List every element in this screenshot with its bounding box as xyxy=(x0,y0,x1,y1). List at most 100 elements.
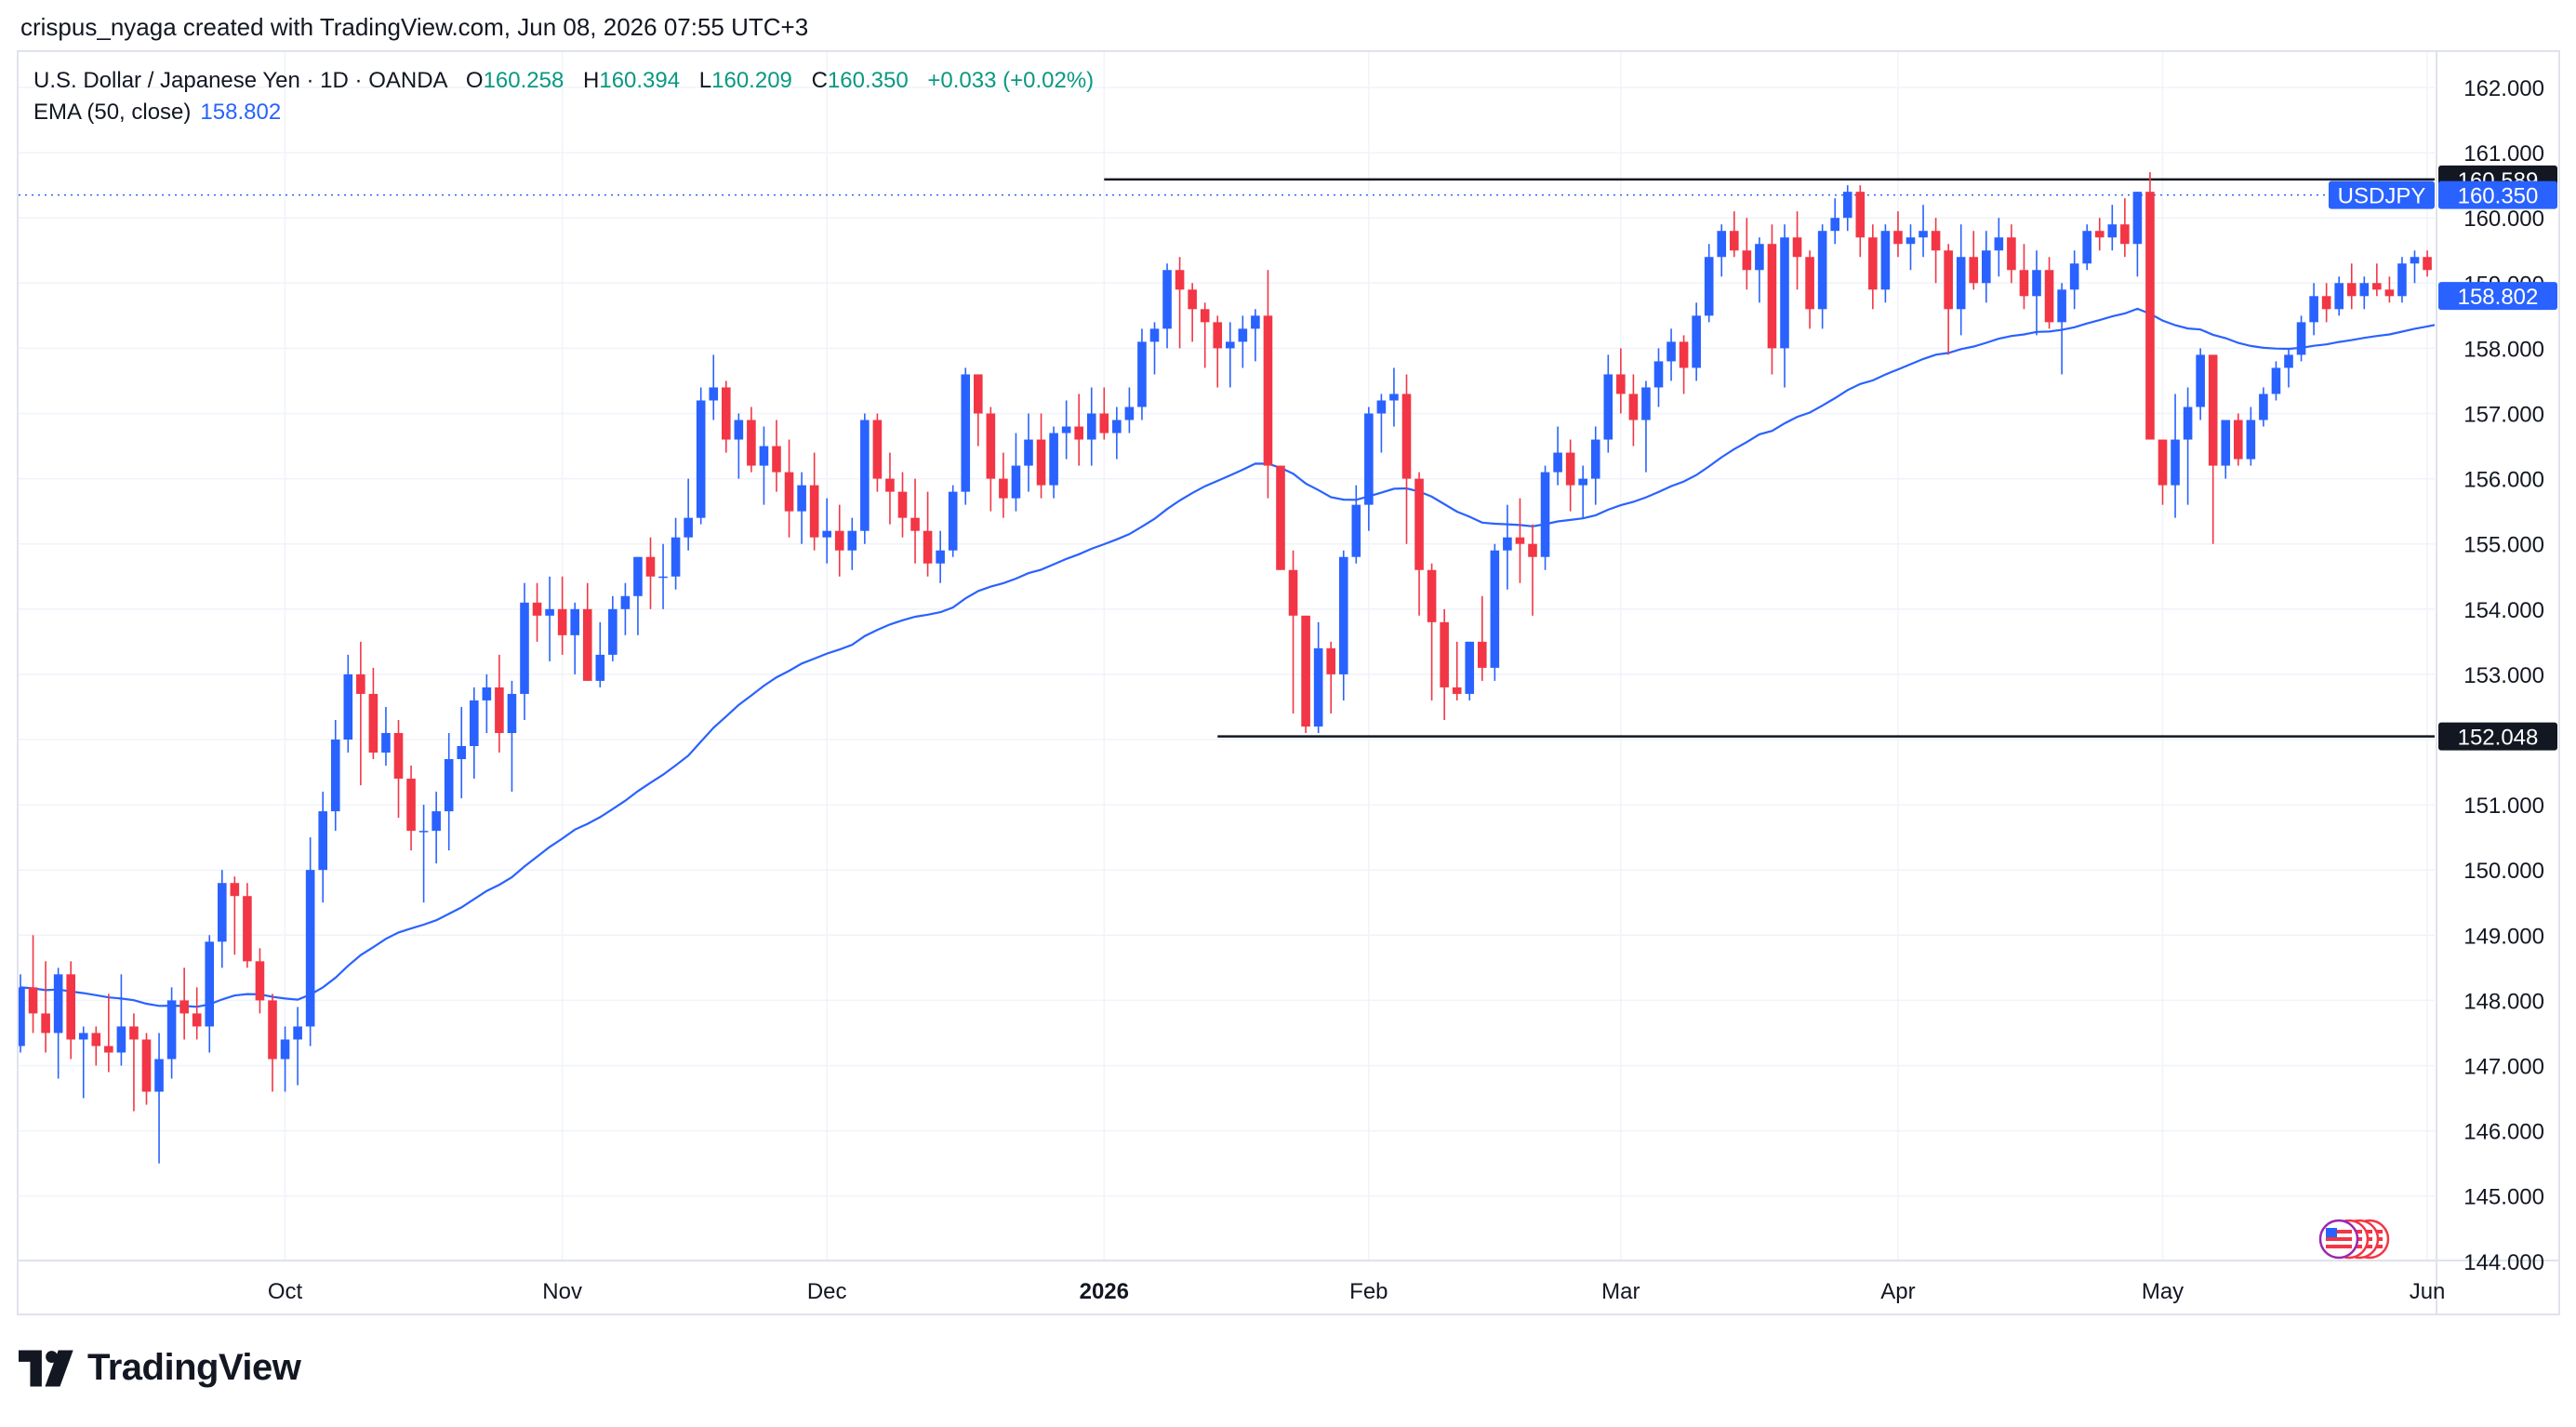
tradingview-logo[interactable]: TradingView xyxy=(19,1347,301,1389)
candle-body xyxy=(495,687,504,733)
candle xyxy=(1326,641,1335,714)
candle xyxy=(2246,407,2256,466)
price-tick-label: 147.000 xyxy=(2463,1055,2544,1080)
candle xyxy=(2208,354,2218,544)
legend-close: 160.350 xyxy=(827,68,909,93)
candle-body xyxy=(305,870,315,1027)
candle xyxy=(356,641,365,786)
candle xyxy=(1074,393,1083,466)
legend-close-label: C xyxy=(811,68,828,93)
candle xyxy=(2183,387,2193,505)
candle-body xyxy=(406,779,416,832)
candle xyxy=(860,413,870,544)
candle xyxy=(999,452,1008,518)
candle xyxy=(418,805,429,903)
candle xyxy=(1553,426,1562,486)
candle xyxy=(1401,374,1412,544)
candle xyxy=(406,766,416,851)
candle xyxy=(1679,335,1689,394)
candle-body xyxy=(847,530,857,551)
candle-body xyxy=(860,420,870,531)
candle-body xyxy=(218,883,227,942)
price-tick-label: 155.000 xyxy=(2463,533,2544,558)
candle-body xyxy=(1238,328,1248,342)
candle-body xyxy=(570,608,579,635)
candle xyxy=(457,706,467,799)
tradingview-logo-icon xyxy=(19,1349,73,1387)
candle xyxy=(2120,198,2130,258)
legend-ohlc-row: U.S. Dollar / Japanese Yen · 1D · OANDA … xyxy=(33,65,1094,97)
candles xyxy=(19,172,2432,1164)
flag-stripe xyxy=(2326,1230,2352,1234)
candle xyxy=(923,491,933,577)
candle xyxy=(1528,524,1537,616)
candle-body xyxy=(1213,322,1223,349)
candle xyxy=(1956,224,1966,336)
candle-body xyxy=(999,478,1008,499)
candle-body xyxy=(53,974,63,1034)
candle-body xyxy=(772,446,781,473)
candle xyxy=(1616,348,1626,414)
candle xyxy=(1666,328,1676,381)
candle-body xyxy=(2309,296,2318,323)
candle-body xyxy=(1465,641,1475,694)
candle-body xyxy=(961,374,971,492)
candle xyxy=(305,837,315,1047)
candle xyxy=(1162,263,1172,349)
candle xyxy=(1011,433,1021,512)
candle-body xyxy=(545,608,554,616)
candle-body xyxy=(2069,263,2079,290)
candle xyxy=(570,602,579,674)
candle xyxy=(722,380,731,453)
candle-body xyxy=(1628,393,1639,420)
candle-body xyxy=(482,687,492,700)
candle xyxy=(192,987,202,1040)
price-tick-label: 160.000 xyxy=(2463,207,2544,232)
candle-body xyxy=(822,530,831,538)
candle-body xyxy=(1603,374,1613,440)
candle-body xyxy=(557,608,567,635)
candle xyxy=(1931,218,1941,284)
candle-body xyxy=(507,693,517,733)
candle-body xyxy=(974,374,983,414)
candle xyxy=(2296,315,2306,362)
candle-body xyxy=(2321,296,2331,310)
candle-body xyxy=(1288,569,1298,616)
candle-body xyxy=(608,608,617,655)
us-japan-flag-icon xyxy=(2318,1219,2390,1260)
candle xyxy=(2284,348,2293,388)
candle-body xyxy=(2057,289,2066,323)
candle xyxy=(1994,218,2004,277)
legend-open-label: O xyxy=(465,68,484,93)
candle xyxy=(658,543,668,609)
candle-body xyxy=(91,1033,101,1047)
candle-body xyxy=(1679,341,1689,368)
candle-body xyxy=(620,595,631,609)
candle xyxy=(1389,367,1399,427)
candle xyxy=(1578,465,1587,518)
candle xyxy=(91,1026,101,1066)
candle xyxy=(1540,465,1550,570)
candle xyxy=(205,935,215,1053)
candle-body xyxy=(722,387,731,440)
candle xyxy=(974,374,983,447)
legend-change: +0.033 (+0.02%) xyxy=(927,68,1095,93)
candle xyxy=(1653,348,1664,407)
candle xyxy=(620,582,631,635)
candle xyxy=(141,1033,152,1105)
candle xyxy=(1603,354,1613,453)
candle-body xyxy=(1074,426,1083,440)
time-tick-label: Mar xyxy=(1601,1279,1640,1304)
legend-ema-value: 158.802 xyxy=(200,100,282,125)
candle-body xyxy=(1565,452,1575,486)
candle xyxy=(1880,224,1891,303)
candle-body xyxy=(1515,537,1525,544)
price-tick-label: 157.000 xyxy=(2463,403,2544,428)
candle xyxy=(1641,380,1651,473)
candle-body xyxy=(633,556,643,596)
candle xyxy=(1376,393,1387,453)
candle xyxy=(1919,205,1928,258)
candle-body xyxy=(343,673,353,740)
candle-body xyxy=(1805,257,1814,310)
